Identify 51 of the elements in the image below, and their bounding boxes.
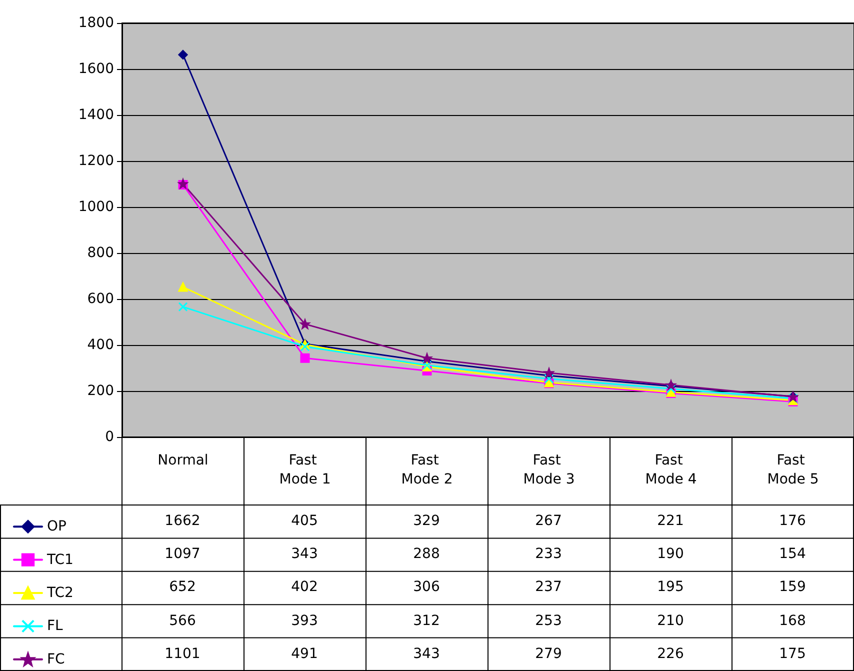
y-tick-label: 1600	[78, 61, 114, 77]
data-label: 154	[778, 545, 807, 564]
x-tick-label: Fast Mode 1	[279, 452, 331, 488]
data-label: 343	[412, 644, 441, 664]
data-label: 288	[412, 545, 441, 564]
y-tick-label: 1000	[78, 199, 114, 215]
legend-label: FL	[47, 618, 64, 634]
x-tick-label: Fast Mode 2	[401, 452, 453, 488]
data-label: 491	[290, 644, 319, 664]
y-tick-label: 0	[105, 429, 114, 445]
y-tick-label: 200	[87, 383, 114, 399]
data-label: 237	[534, 578, 563, 598]
data-label: 329	[412, 512, 441, 532]
data-label: 1097	[164, 545, 202, 564]
data-label: 226	[656, 644, 685, 664]
y-tick-label: 800	[87, 245, 114, 261]
data-label: 195	[656, 578, 685, 598]
y-tick-label: 1200	[78, 153, 114, 169]
data-label: 168	[778, 612, 807, 631]
legend-label: TC2	[46, 585, 74, 601]
data-label: 652	[168, 578, 197, 598]
data-label: 405	[290, 512, 319, 532]
data-label: 1662	[164, 512, 202, 532]
data-label: 176	[778, 512, 807, 532]
data-label: 221	[656, 512, 685, 532]
x-tick-label: Fast Mode 3	[523, 452, 575, 488]
data-label: 393	[290, 612, 319, 631]
data-label: 210	[656, 612, 685, 631]
x-tick-label: Fast Mode 4	[645, 452, 697, 488]
legend-label: TC1	[46, 552, 74, 568]
x-tick-label: Fast Mode 5	[767, 452, 819, 488]
y-tick-label: 400	[87, 337, 114, 353]
data-label: 175	[778, 644, 807, 664]
y-tick-label: 600	[87, 291, 114, 307]
data-label: 402	[290, 578, 319, 598]
y-tick-label: 1400	[78, 107, 114, 123]
legend-label: FC	[47, 651, 66, 668]
data-label: 306	[412, 578, 441, 598]
data-label: 566	[168, 612, 197, 631]
data-label: 267	[534, 512, 563, 532]
data-label: 1101	[164, 644, 202, 664]
legend-label: OP	[47, 518, 66, 535]
data-label: 312	[412, 612, 441, 631]
data-label: 233	[534, 545, 563, 564]
data-label: 279	[534, 644, 563, 664]
y-tick-label: 1800	[78, 15, 114, 31]
x-tick-label: Normal	[158, 452, 208, 468]
data-label: 190	[656, 545, 685, 564]
data-label: 159	[778, 578, 807, 598]
data-label: 253	[534, 612, 563, 631]
data-label: 343	[290, 545, 319, 564]
